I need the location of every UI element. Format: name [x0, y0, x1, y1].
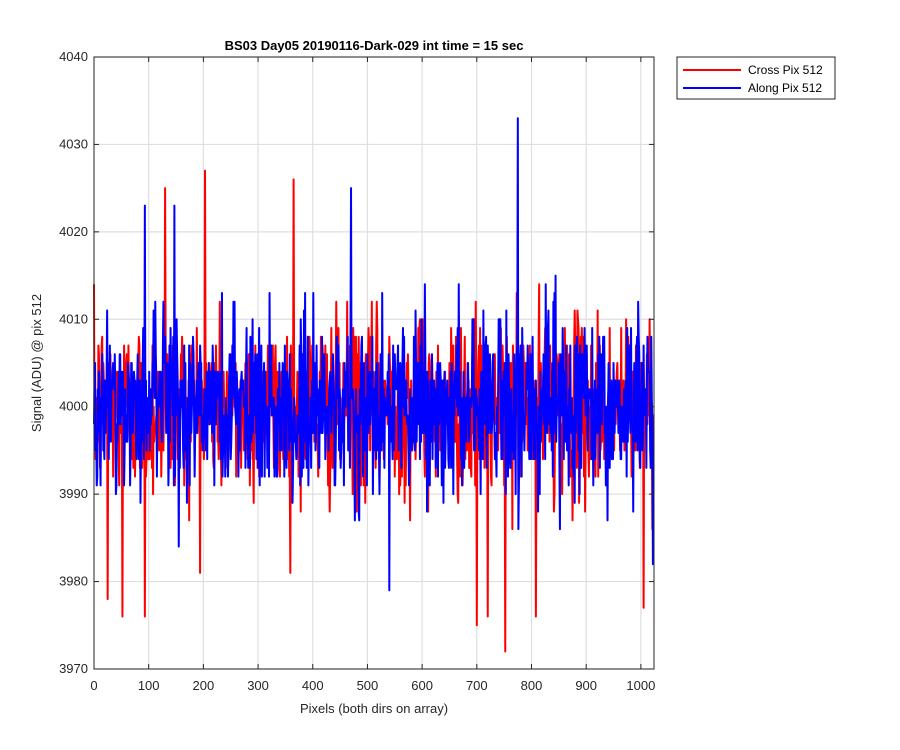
x-tick-label: 0: [90, 678, 97, 693]
x-axis-label: Pixels (both dirs on array): [300, 701, 448, 716]
legend-label-along: Along Pix 512: [748, 81, 822, 95]
legend-box: [676, 56, 836, 100]
y-tick-label: 3990: [59, 486, 88, 501]
y-tick-label: 4020: [59, 224, 88, 239]
series-layer: [93, 117, 655, 653]
y-axis-label: Signal (ADU) @ pix 512: [29, 294, 44, 432]
x-tick-label: 200: [193, 678, 215, 693]
series-line-along-pix-512: [93, 117, 655, 592]
y-tick-label: 4010: [59, 311, 88, 326]
ticks: 0 100 200 300 400 500 600 700 800 900 1000 3970 3980…: [59, 49, 655, 693]
x-tick-label: 300: [247, 678, 269, 693]
x-tick-label: 800: [521, 678, 543, 693]
x-tick-label: 500: [357, 678, 379, 693]
legend-label-cross: Cross Pix 512: [748, 63, 823, 77]
x-tick-label: 400: [302, 678, 324, 693]
x-tick-label: 700: [466, 678, 488, 693]
y-tick-label: 3970: [59, 661, 88, 676]
y-tick-label: 4030: [59, 136, 88, 151]
x-tick-label: 1000: [626, 678, 655, 693]
x-tick-label: 900: [575, 678, 597, 693]
x-tick-label: 600: [411, 678, 433, 693]
y-tick-label: 4040: [59, 49, 88, 64]
axes-frame: [93, 56, 655, 670]
legend: Cross Pix 512 Along Pix 512: [676, 56, 836, 100]
chart-title: BS03 Day05 20190116-Dark-029 int time = …: [225, 38, 524, 53]
y-tick-label: 3980: [59, 574, 88, 589]
y-tick-label: 4000: [59, 399, 88, 414]
x-tick-label: 100: [138, 678, 160, 693]
